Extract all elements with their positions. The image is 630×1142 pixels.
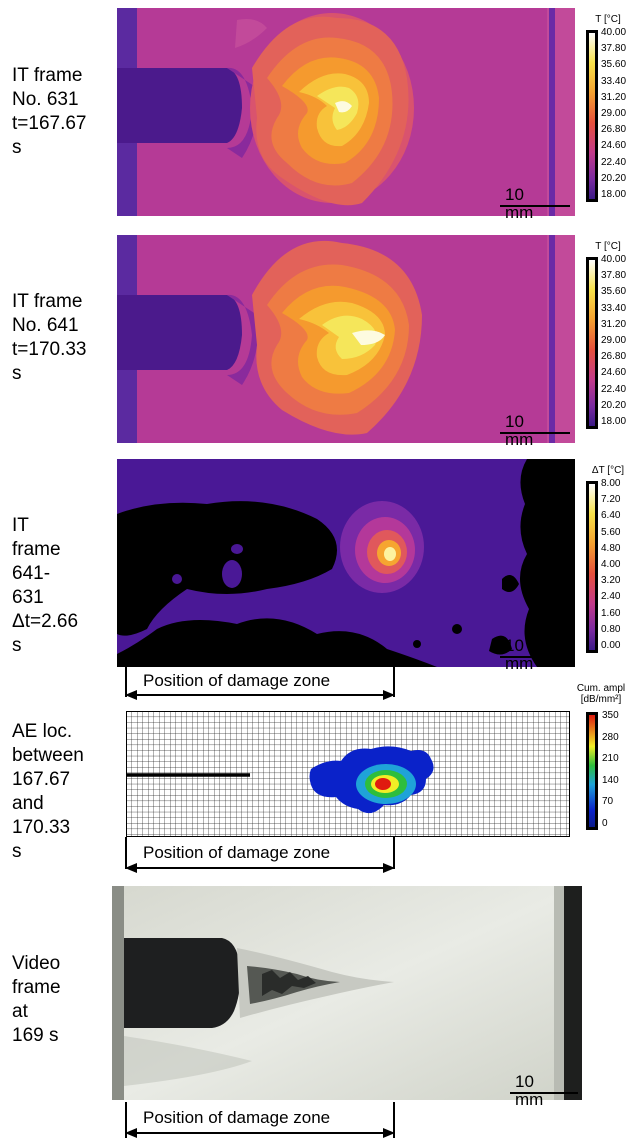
legend-tick-label: 37.80 <box>601 43 627 55</box>
legend-title: ΔT [°C] <box>591 465 625 476</box>
legend-tick-label: 20.20 <box>601 172 627 184</box>
damage-zone-label: Position of damage zone <box>143 671 331 690</box>
legend-tick-label: 140 <box>602 774 619 786</box>
panel-label: AE loc. between 167.67 and 170.33 s <box>12 721 84 862</box>
damage-zone-label: Position of damage zone <box>143 843 331 862</box>
legend-tick-label: 40.00 <box>601 27 627 38</box>
scale-bar <box>510 1092 578 1094</box>
legend-tick-label: 5.60 <box>601 526 621 538</box>
legend-tick-label: 18.00 <box>601 416 627 427</box>
legend-tick-label: 33.40 <box>601 302 627 314</box>
legend-tick-label: 0.00 <box>601 640 621 651</box>
legend-tick-label: 31.20 <box>601 318 627 330</box>
damage-zone-arrow <box>125 1128 395 1138</box>
legend-tick-label: 26.80 <box>601 351 627 363</box>
legend-tick-label: 20.20 <box>601 399 627 411</box>
scale-bar <box>500 205 570 207</box>
legend-tick-label: 6.40 <box>601 510 621 522</box>
ae-location-grid <box>126 711 570 837</box>
legend-tick-label: 4.80 <box>601 542 621 554</box>
legend-colorbar <box>586 30 598 202</box>
legend-tick-label: 2.40 <box>601 591 621 603</box>
scale-bar <box>500 432 570 434</box>
legend-tick-label: 24.60 <box>601 367 627 379</box>
legend-colorbar <box>586 481 598 653</box>
legend-tick-label: 350 <box>602 710 619 721</box>
thermal-image-631 <box>117 8 575 216</box>
legend-colorbar <box>586 712 598 830</box>
legend-tick-label: 7.20 <box>601 494 621 506</box>
legend-tick-label: 35.60 <box>601 59 627 71</box>
legend-tick-label: 22.40 <box>601 156 627 168</box>
legend-tick-label: 29.00 <box>601 108 627 119</box>
panel-label: Video frame at 169 s <box>12 953 61 1046</box>
legend-tick-label: 1.60 <box>601 607 621 619</box>
legend-tick-label: 3.20 <box>601 575 621 587</box>
panel-label: IT frame 641-631 Δt=2.66 s <box>12 515 79 656</box>
legend-ticks: 350 280 210 140 70 0 <box>602 711 630 829</box>
legend-ticks: 40.00 37.80 35.60 33.40 31.20 29.00 26.80 24.60… <box>601 255 630 427</box>
legend-tick-label: 40.00 <box>601 254 627 265</box>
legend-tick-label: 280 <box>602 731 619 743</box>
legend-tick-label: 29.00 <box>601 335 627 346</box>
video-frame-image <box>112 886 582 1100</box>
legend-title: T [°C] <box>595 14 621 25</box>
thermal-difference-image <box>117 459 575 667</box>
damage-zone-right-tick <box>393 837 395 869</box>
damage-zone-left-tick <box>125 837 127 869</box>
damage-zone-right-tick <box>393 1102 395 1138</box>
damage-zone-right-tick <box>393 667 395 697</box>
legend-tick-label: 0 <box>602 818 608 829</box>
legend-tick-label: 31.20 <box>601 91 627 103</box>
legend-tick-label: 35.60 <box>601 286 627 298</box>
legend-tick-label: 33.40 <box>601 75 627 87</box>
scale-bar-label: 10 mm <box>505 412 534 449</box>
legend-title: Cum. ampl [dB/mm²] <box>576 683 626 705</box>
legend-tick-label: 24.60 <box>601 140 627 152</box>
scale-bar-label: 10 mm <box>515 1072 544 1109</box>
legend-ticks: 8.00 7.20 6.40 5.60 4.80 4.00 3.20 2.40 1.60 0.80… <box>601 479 630 651</box>
thermal-image-641 <box>117 235 575 443</box>
legend-title: T [°C] <box>595 241 621 252</box>
scale-bar-label: 10 mm <box>505 636 534 673</box>
damage-zone-arrow <box>125 863 395 873</box>
damage-zone-left-tick <box>125 1102 127 1138</box>
panel-label: IT frame No. 631 t=167.67 s <box>12 65 87 158</box>
legend-tick-label: 0.80 <box>601 623 621 635</box>
damage-zone-left-tick <box>125 667 127 697</box>
legend-tick-label: 22.40 <box>601 383 627 395</box>
panel-label: IT frame No. 641 t=170.33 s <box>12 291 87 384</box>
legend-tick-label: 70 <box>602 796 614 808</box>
damage-zone-label: Position of damage zone <box>143 1108 331 1127</box>
damage-zone-arrow <box>125 690 395 700</box>
legend-tick-label: 37.80 <box>601 270 627 282</box>
legend-tick-label: 4.00 <box>601 559 621 570</box>
legend-ticks: 40.00 37.80 35.60 33.40 31.20 29.00 26.80 24.60… <box>601 28 630 200</box>
legend-tick-label: 18.00 <box>601 189 627 200</box>
legend-tick-label: 26.80 <box>601 124 627 136</box>
scale-bar-label: 10 mm <box>505 185 534 222</box>
legend-tick-label: 8.00 <box>601 478 621 489</box>
legend-colorbar <box>586 257 598 429</box>
scale-bar <box>500 656 570 658</box>
legend-tick-label: 210 <box>602 753 619 765</box>
